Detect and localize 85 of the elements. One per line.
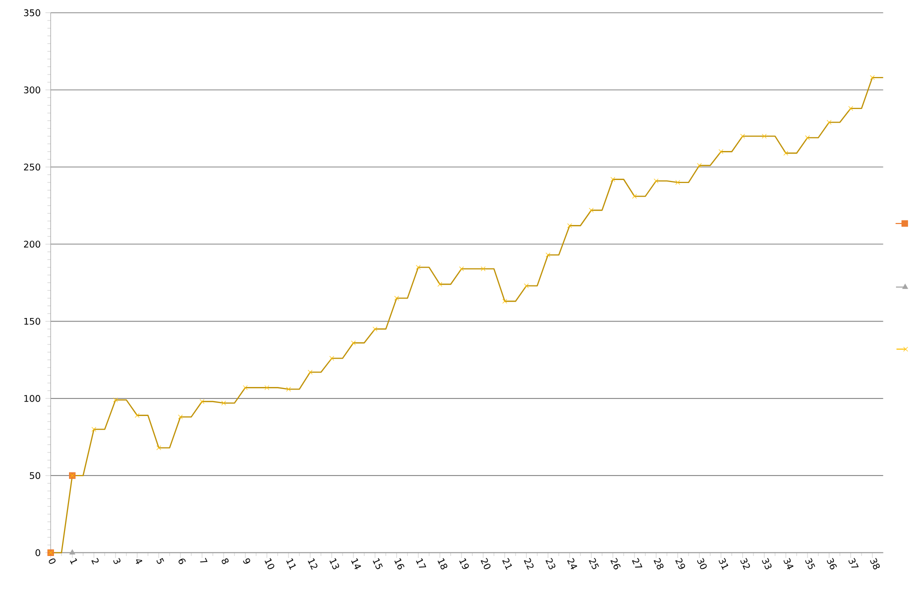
x-tick-label: 3 [113, 558, 120, 564]
point [546, 252, 550, 258]
x-tick-label: 10 [264, 558, 274, 570]
x-tick-label: 21 [502, 558, 512, 570]
x-tick-label: 11 [286, 558, 296, 570]
y-tick-label: 200 [24, 240, 40, 248]
x-tick-label: 30 [697, 558, 707, 570]
x-tick-label: 26 [610, 558, 621, 570]
y-tick-label: 300 [24, 86, 40, 94]
point [416, 264, 421, 270]
point [675, 180, 680, 185]
x-tick-label: 6 [178, 558, 186, 564]
y-tick-label: 100 [24, 394, 40, 402]
point [329, 356, 334, 361]
x-tick-label: 35 [805, 558, 816, 570]
x-tick-label: 23 [546, 558, 556, 570]
point [826, 120, 832, 125]
x-tick-label: 4 [136, 559, 142, 564]
point [654, 178, 659, 184]
y-tick-label: 50 [30, 472, 40, 480]
point [69, 549, 76, 554]
point [870, 75, 875, 80]
point [200, 399, 204, 404]
point [437, 282, 442, 287]
point [480, 266, 486, 272]
point [178, 414, 183, 420]
x-tick-label: 32 [740, 558, 750, 570]
x-tick-label: 24 [567, 558, 578, 570]
x-tick-label: 14 [351, 558, 362, 570]
point [567, 223, 572, 228]
point [848, 106, 854, 111]
y-tick-label: 250 [24, 164, 40, 170]
x-tick-label: 13 [330, 558, 340, 570]
point [524, 283, 529, 288]
point [156, 445, 162, 450]
point [92, 426, 96, 432]
point [113, 398, 118, 402]
x-tick-label: 17 [416, 558, 426, 568]
point [394, 296, 400, 301]
point [610, 176, 616, 182]
point [502, 298, 508, 304]
x-tick-label: 22 [524, 558, 534, 570]
y-tick-label: 350 [24, 9, 40, 16]
x-tick-label: 16 [394, 558, 404, 570]
point [221, 400, 226, 406]
point [632, 194, 637, 199]
point [718, 149, 724, 154]
y-tick-label: 150 [24, 318, 40, 325]
x-tick-label: 25 [588, 558, 599, 570]
x-tick-label: 19 [459, 558, 469, 569]
x-tick-label: 9 [243, 558, 250, 564]
x-tick-label: 5 [156, 558, 164, 564]
point [286, 386, 291, 392]
x-tick-label: 29 [675, 558, 686, 569]
y-tick-label: 0 [36, 549, 40, 556]
point [264, 385, 270, 390]
x-tick-label: 20 [480, 558, 490, 570]
point [783, 150, 788, 156]
x-tick-label: 0 [48, 558, 56, 564]
point [696, 163, 702, 168]
x-tick-label: 15 [372, 558, 383, 570]
x-tick-label: 36 [826, 558, 837, 570]
point [242, 385, 248, 390]
point [805, 135, 810, 140]
x-tick-label: 33 [762, 558, 772, 570]
x-tick-label: 12 [308, 558, 318, 570]
x-tick-label: 31 [718, 558, 728, 570]
point [351, 340, 356, 346]
x-tick-label: 18 [438, 558, 448, 570]
point [459, 266, 464, 272]
x-tick-label: 34 [784, 558, 794, 570]
point [134, 413, 140, 418]
x-tick-label: 27 [632, 558, 642, 568]
x-tick-label: 2 [91, 558, 99, 564]
point [308, 370, 313, 375]
point [372, 326, 378, 332]
point [740, 134, 746, 139]
x-tick-label: 38 [870, 558, 880, 570]
x-tick-label: 37 [848, 558, 859, 568]
x-tick-label: 28 [654, 558, 664, 570]
point [588, 208, 594, 213]
x-tick-label: 7 [200, 558, 208, 562]
point [762, 134, 767, 139]
x-tick-label: 1 [70, 558, 78, 564]
x-tick-label: 8 [222, 558, 229, 564]
